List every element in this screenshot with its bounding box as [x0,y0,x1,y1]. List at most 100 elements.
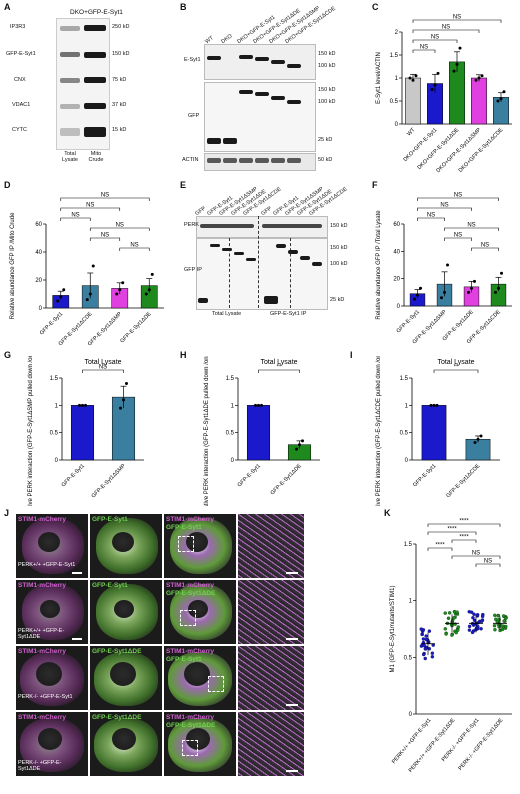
panel-label-g: G [4,350,12,360]
significance-bracket [451,555,501,559]
significance-bracket [433,369,479,373]
panel-label-f: F [372,180,378,190]
panel-a-marker: 150 kD [112,51,130,57]
data-point [423,656,427,661]
data-point [500,271,503,275]
significance-label: **** [459,519,469,525]
y-axis-label: E-Syt1 level/ACTIN [376,52,382,104]
significance-bracket [451,539,477,543]
data-point [430,651,435,655]
significance-label: ** [277,365,282,371]
y-axis-label: Relative abundance GFP IP /Mito Crude [10,212,16,320]
data-point [479,627,483,631]
panel-b-band [223,158,237,163]
data-point [59,295,63,299]
significance-label: NS [453,15,461,21]
data-point [422,643,427,648]
data-point [56,299,60,303]
panel-b-band [271,60,285,64]
data-point [495,619,499,624]
significance-bracket [412,39,458,43]
scalebar [286,572,298,574]
bar [246,405,271,461]
y-tick-label: 0 [405,458,409,464]
scalebar [286,704,298,706]
panel-a-header: DKO+GFP-E-Syt1 [70,9,123,16]
y-axis-label: M1 (GFP-E-Syt1mutants/STIM1) [390,585,396,672]
panel-e-row-gfpip: GFP IP [184,267,202,273]
significance-label: NS [116,223,124,229]
data-point [427,629,432,633]
data-point [443,627,448,631]
x-tick-label: PERK+/+ +GFP-E-Syt1 [391,717,432,765]
data-point [458,46,462,50]
micrograph: STIM1-mCherry GFP-E-Syt1 [164,646,236,710]
x-tick-label: DKO+GFP-E-Syt1ΔDE [417,127,461,171]
significance-bracket [444,227,499,231]
panel-b-marker: 25 kD [318,137,333,143]
significance-label: NS [481,243,489,249]
y-tick-label: 2 [395,30,399,36]
data-point [452,616,456,620]
significance-label: ** [454,365,459,371]
zoom-box [182,740,198,756]
data-point [413,297,416,301]
y-axis-label: Relative PERK interaction (GFP-E-Syt1ΔSM… [28,356,34,506]
micrograph: GFP-E-Syt1 [90,580,162,644]
significance-label: NS [420,45,428,51]
x-tick-label: GFP-E-Syt1 [61,463,86,488]
data-point [494,290,497,294]
y-tick-label: 1.5 [50,376,59,382]
data-point [298,443,301,447]
significance-label: NS [71,213,79,219]
x-tick-label: GFP-E-Syt1 [39,311,64,336]
micrograph: GFP-E-Syt1ΔDE [90,646,162,710]
micro-label: STIM1-mCherry [166,648,215,655]
panel-label-e: E [180,180,187,190]
panel-b-marker: 150 kD [318,87,336,93]
data-point [421,652,426,657]
panel-e-band [210,244,220,247]
data-point [503,616,508,621]
data-point [443,611,447,615]
data-point [467,290,470,294]
x-tick-label: PERK-/- +GFP-E-Syt1ΔDE [458,717,505,772]
panel-a-band [60,78,80,83]
panel-e-band [264,296,278,304]
panel-e-marker: 25 kD [330,297,345,303]
panel-a-band [60,104,80,109]
data-point [423,647,428,651]
panel-label-i: I [350,350,353,360]
data-point [411,78,415,82]
panel-a-row-cytc: CYTC [12,127,27,133]
y-tick-label: 1.5 [400,376,409,382]
panel-e-band [276,244,286,248]
data-point [150,272,154,276]
panel-b-band [207,56,221,60]
micro-label: STIM1-mCherry [166,582,215,589]
data-point [443,290,446,294]
panel-b-band [207,158,221,163]
scalebar [72,572,82,574]
data-point [497,286,500,290]
significance-bracket [119,247,150,251]
significance-bracket [417,217,445,221]
scalebar [286,770,298,772]
data-point [456,628,460,632]
micrograph-zoom [238,580,304,644]
panel-a-lane-total: Total Lysate [61,151,78,163]
x-tick-label: GFP-E-Syt1ΔCDE [445,463,481,499]
data-point [472,612,476,616]
micro-label: GFP-E-Syt1ΔDE [166,590,216,597]
significance-label: NS [472,551,480,557]
data-point [433,83,437,87]
panel-a-band [84,103,106,109]
panel-e-marker: 150 kD [330,245,348,251]
data-point [493,628,497,632]
data-point [504,624,508,629]
micro-label: STIM1-mCherry [166,714,215,721]
panel-e-marker: 150 kD [330,223,348,229]
data-point [480,614,485,619]
y-tick-label: 1 [395,76,399,82]
micro-label: STIM1-mCherry [18,582,67,589]
